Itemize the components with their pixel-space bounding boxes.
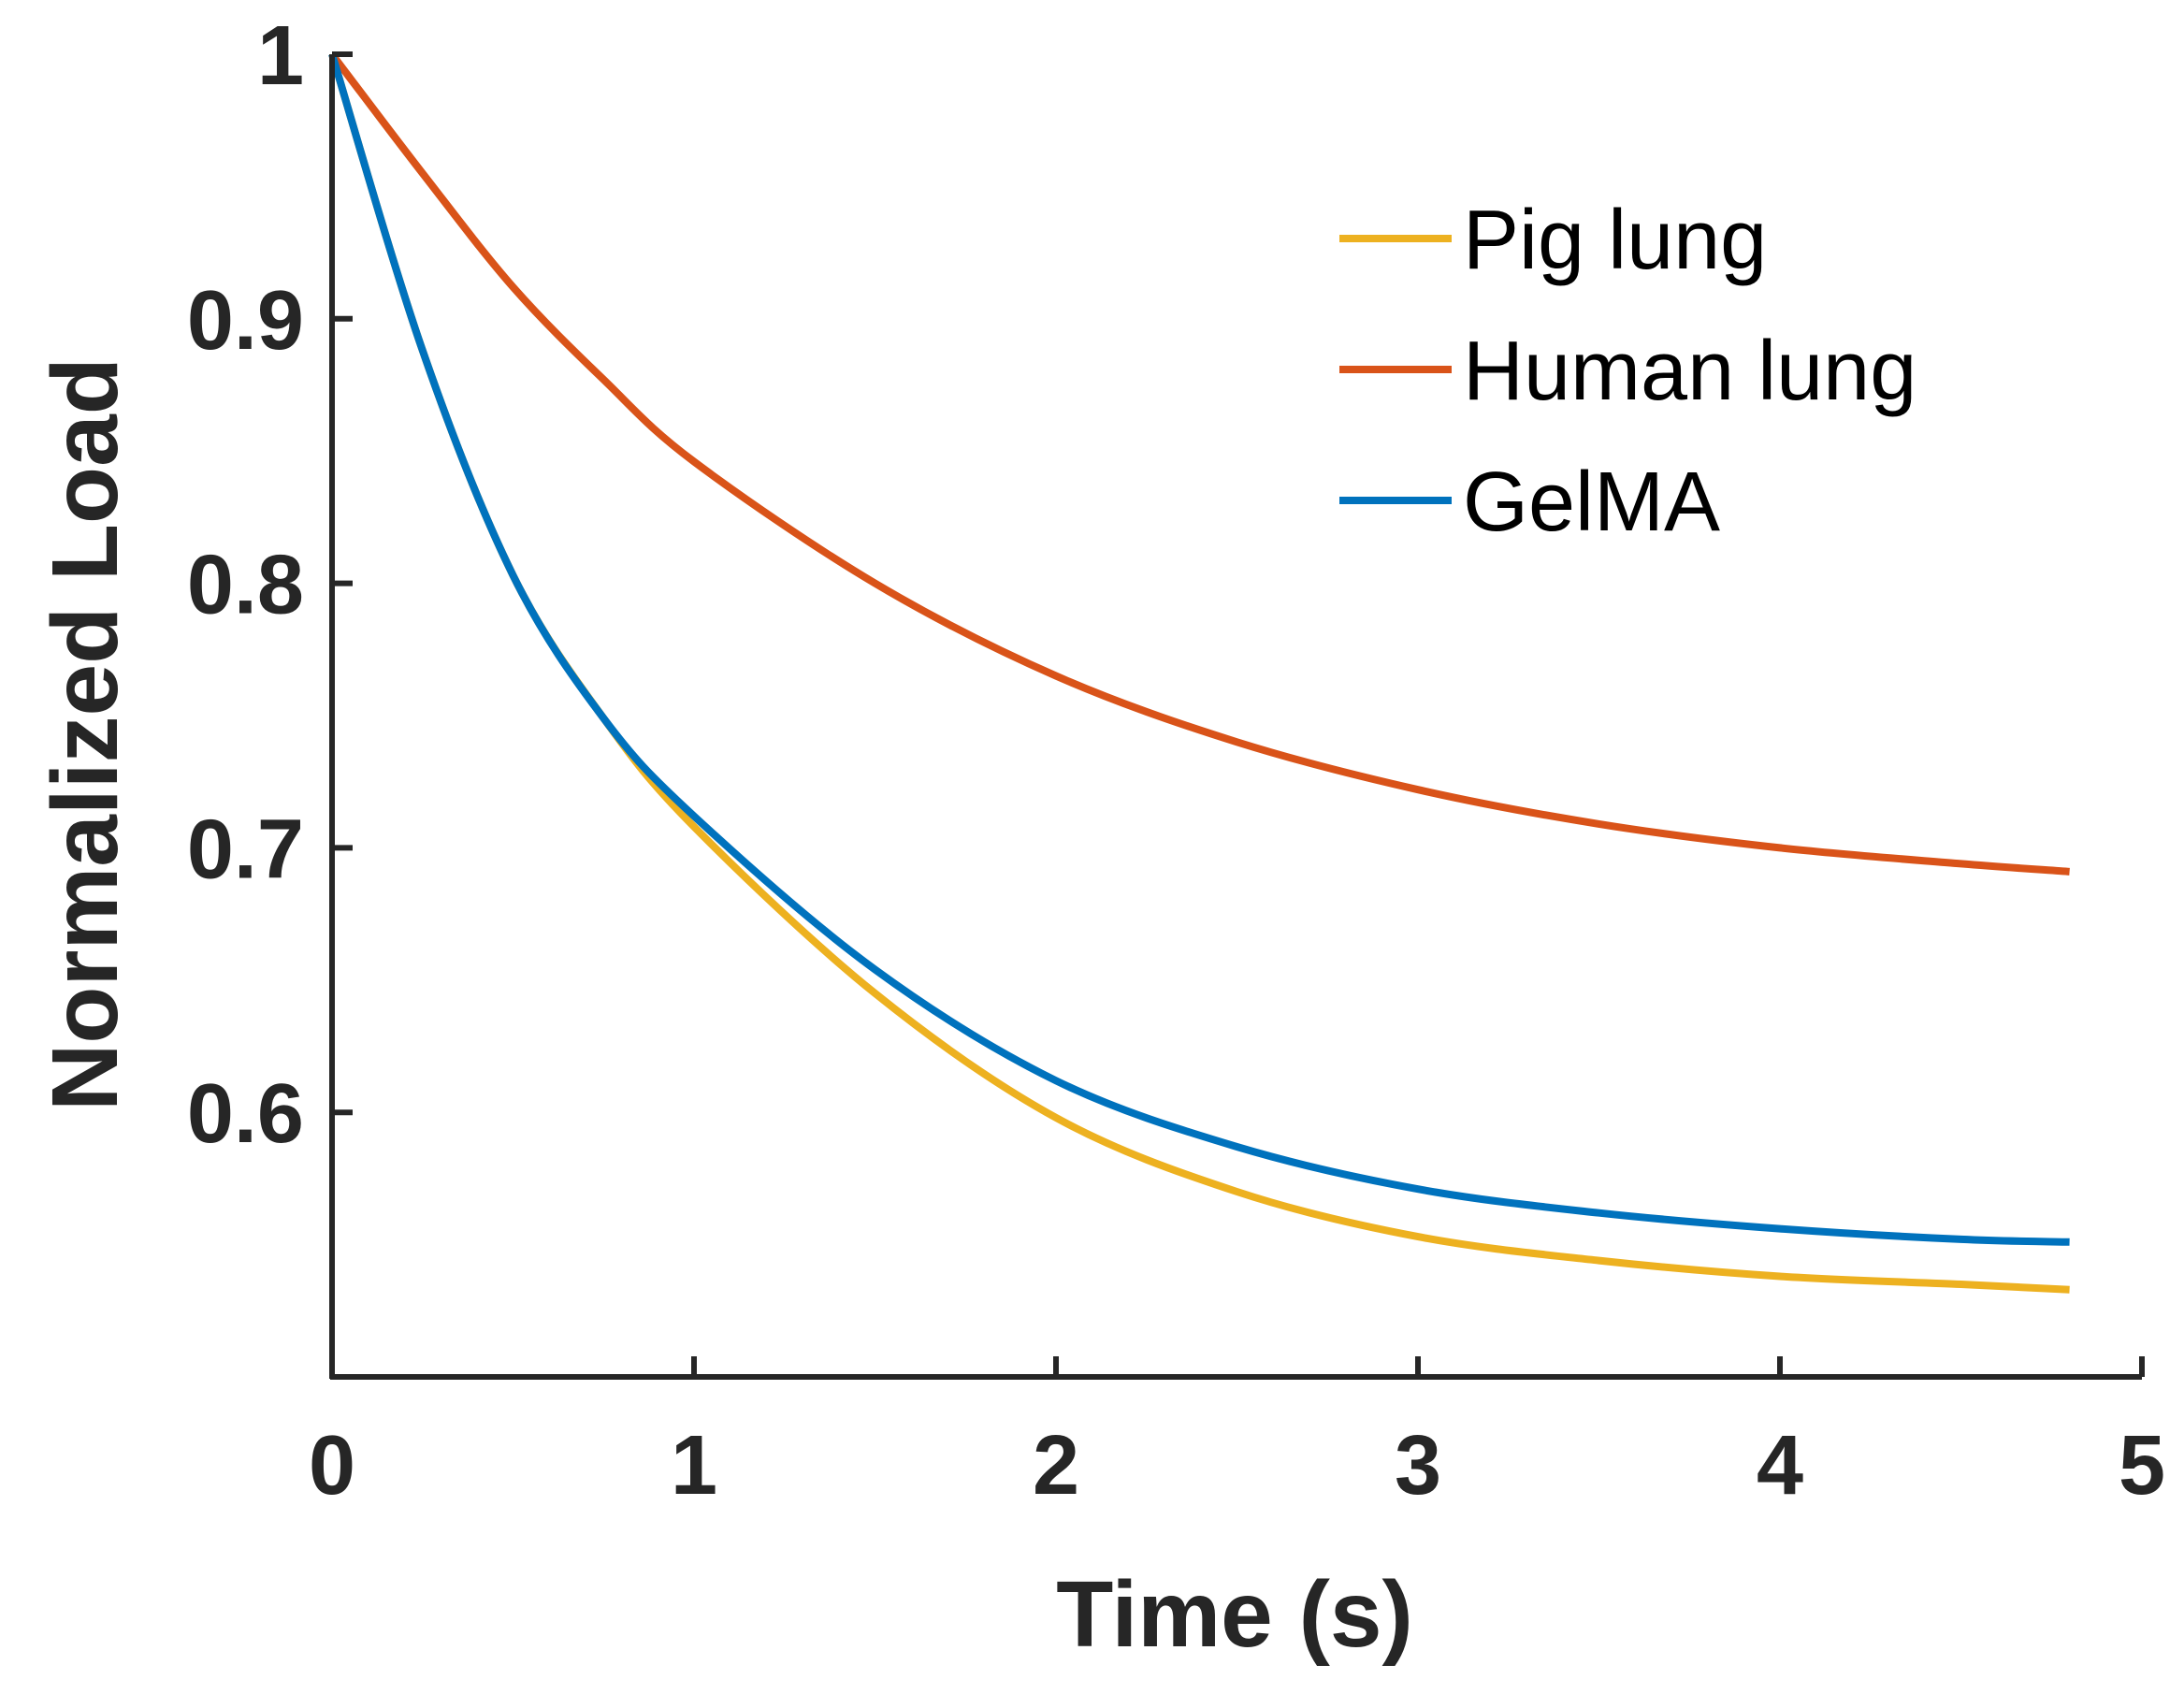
x-tick-label: 4 — [1757, 1419, 1803, 1513]
y-tick-label: 0.9 — [187, 274, 304, 368]
x-axis-title: Time (s) — [1056, 1562, 1413, 1667]
y-axis-title: Normalized Load — [33, 357, 137, 1111]
series-line-gelma — [328, 52, 2070, 1246]
series-line-human-lung — [328, 51, 2070, 876]
legend: Pig lung Human lung GelMA — [1339, 194, 1916, 549]
legend-label-pig-lung: Pig lung — [1463, 194, 1767, 287]
y-tick-label: 0.6 — [187, 1067, 304, 1161]
y-tick-label: 0.7 — [187, 803, 304, 896]
legend-label-human-lung: Human lung — [1463, 325, 1916, 418]
x-tick-label: 5 — [2119, 1419, 2165, 1513]
series-lines — [328, 51, 2070, 1294]
x-tick-label: 1 — [671, 1419, 717, 1513]
y-tick-label: 1 — [257, 9, 304, 103]
x-tick-label: 2 — [1033, 1419, 1079, 1513]
legend-label-gelma: GelMA — [1463, 456, 1720, 549]
axes: 0 1 2 3 4 5 0.6 0.7 0.8 0.9 1 — [187, 9, 2165, 1513]
x-tick-label: 0 — [309, 1419, 355, 1513]
y-tick-label: 0.8 — [187, 539, 304, 632]
x-tick-label: 3 — [1395, 1419, 1441, 1513]
